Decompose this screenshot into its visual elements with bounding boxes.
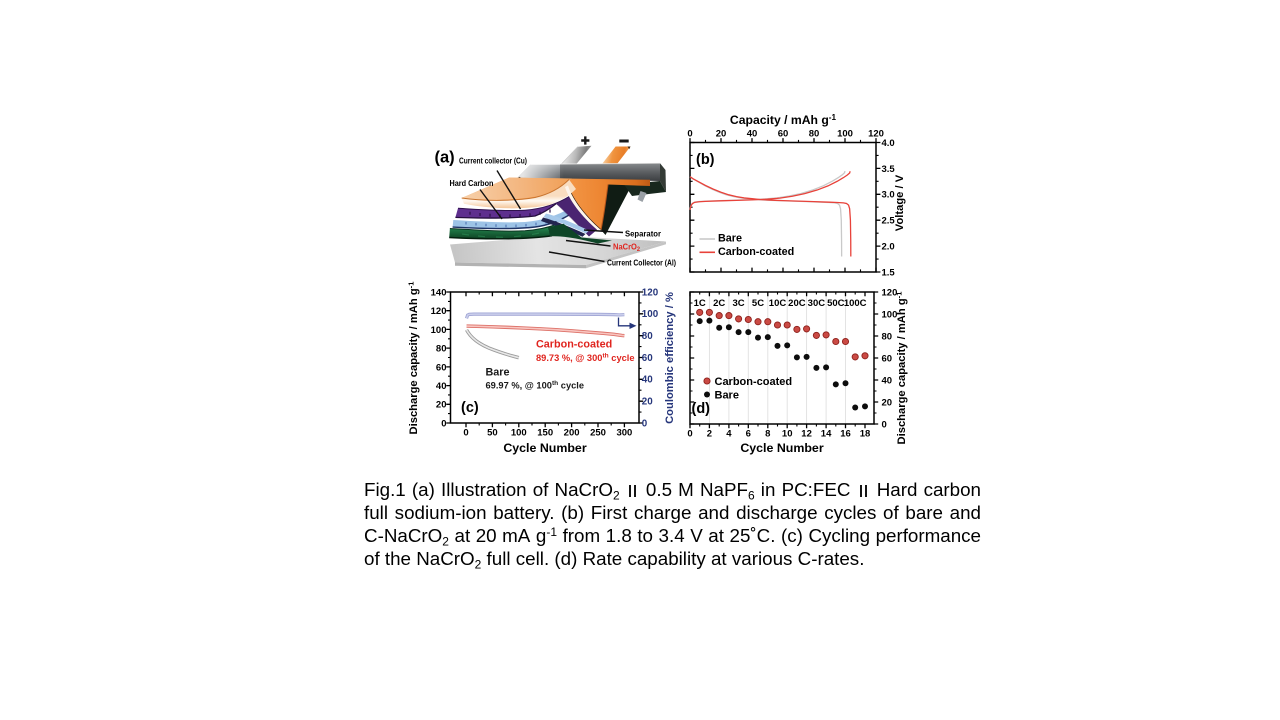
svg-text:10C: 10C [769,298,787,309]
svg-text:(c): (c) [461,400,479,416]
svg-text:20C: 20C [788,298,806,309]
svg-text:100: 100 [837,129,853,140]
svg-text:Hard Carbon: Hard Carbon [450,179,494,188]
svg-text:Carbon-coated: Carbon-coated [715,376,793,388]
svg-text:80: 80 [809,129,820,140]
svg-text:Current collector (Cu): Current collector (Cu) [459,157,527,166]
svg-text:80: 80 [882,331,893,342]
svg-text:120: 120 [868,129,884,140]
svg-text:120: 120 [642,287,659,298]
svg-text:0: 0 [642,418,648,429]
svg-text:18: 18 [860,429,871,440]
svg-text:150: 150 [537,428,553,439]
svg-text:Bare: Bare [486,367,510,379]
svg-text:60: 60 [778,129,789,140]
svg-text:50C: 50C [827,298,845,309]
svg-text:Bare: Bare [715,389,739,401]
svg-text:100: 100 [642,309,659,320]
svg-text:Cycle Number: Cycle Number [740,441,824,455]
svg-text:80: 80 [436,344,447,355]
svg-text:120: 120 [431,306,447,317]
svg-text:40: 40 [436,381,447,392]
svg-text:3.5: 3.5 [882,164,896,175]
svg-text:4.0: 4.0 [882,138,895,149]
svg-text:3C: 3C [733,298,745,309]
svg-text:60: 60 [882,353,893,364]
svg-text:120: 120 [882,287,898,298]
svg-text:5C: 5C [752,298,764,309]
svg-text:20: 20 [716,129,727,140]
svg-text:10: 10 [782,429,793,440]
svg-text:69.97 %, @ 100th cycle: 69.97 %, @ 100th cycle [486,380,585,390]
svg-text:Coulombic efficiency / %: Coulombic efficiency / % [664,292,676,424]
svg-text:16: 16 [840,429,851,440]
svg-text:0: 0 [441,418,446,429]
svg-text:4: 4 [726,429,732,440]
svg-text:0: 0 [687,129,692,140]
svg-text:140: 140 [431,287,447,298]
svg-text:60: 60 [436,362,447,373]
svg-text:0: 0 [882,419,887,430]
svg-text:40: 40 [882,375,893,386]
svg-text:50: 50 [487,428,498,439]
svg-text:2.5: 2.5 [882,216,896,227]
svg-text:2.0: 2.0 [882,242,895,253]
svg-text:Carbon-coated: Carbon-coated [536,339,612,351]
svg-text:30C: 30C [808,298,826,309]
svg-text:20: 20 [436,400,447,411]
svg-text:0: 0 [687,429,692,440]
svg-text:300: 300 [616,428,632,439]
svg-text:3.0: 3.0 [882,190,895,201]
svg-text:200: 200 [564,428,580,439]
svg-text:0: 0 [463,428,468,439]
svg-text:250: 250 [590,428,606,439]
svg-text:(b): (b) [696,152,715,168]
svg-text:Voltage / V: Voltage / V [894,174,906,231]
svg-text:12: 12 [801,429,812,440]
svg-text:(a): (a) [435,149,455,167]
svg-text:8: 8 [765,429,770,440]
svg-text:Cycle Number: Cycle Number [503,441,587,455]
svg-text:100: 100 [431,325,447,336]
svg-text:(d): (d) [692,401,711,417]
svg-text:2: 2 [707,429,712,440]
svg-text:Bare: Bare [718,233,742,245]
svg-text:40: 40 [642,375,653,386]
svg-text:6: 6 [746,429,751,440]
svg-text:Carbon-coated: Carbon-coated [718,246,794,258]
svg-text:Discharge capacity / mAh g-1: Discharge capacity / mAh g-1 [406,281,420,435]
svg-text:Separator: Separator [625,230,661,239]
svg-text:1.5: 1.5 [882,267,896,278]
svg-text:20: 20 [882,397,893,408]
svg-text:100C: 100C [844,298,867,309]
svg-text:NaCrO2: NaCrO2 [613,243,641,254]
svg-text:20: 20 [642,397,653,408]
svg-text:80: 80 [642,331,653,342]
svg-text:14: 14 [821,429,832,440]
svg-text:60: 60 [642,353,653,364]
svg-text:Discharge capacity / mAh g-1: Discharge capacity / mAh g-1 [894,291,908,445]
svg-text:40: 40 [747,129,758,140]
svg-text:100: 100 [882,309,898,320]
svg-text:100: 100 [511,428,527,439]
svg-text:Current Collector (Al): Current Collector (Al) [607,259,676,268]
svg-text:89.73 %, @ 300th cycle: 89.73 %, @ 300th cycle [536,353,635,363]
svg-text:Capacity / mAh g-1: Capacity / mAh g-1 [730,113,837,127]
svg-text:1C: 1C [694,298,706,309]
svg-text:2C: 2C [713,298,725,309]
